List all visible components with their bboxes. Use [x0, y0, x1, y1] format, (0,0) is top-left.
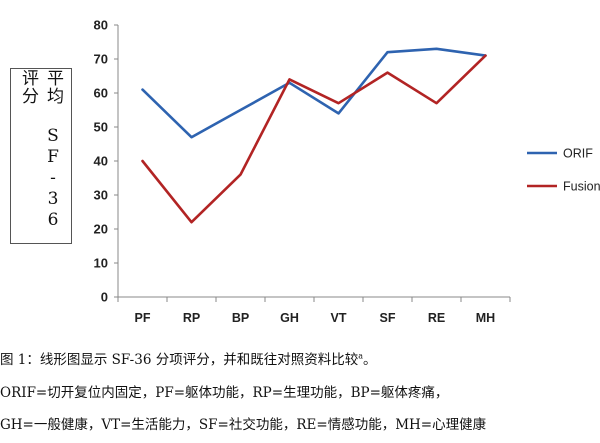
x-tick-label: VT	[331, 311, 347, 325]
x-tick-label: BP	[232, 311, 249, 325]
x-tick-label: SF	[380, 311, 396, 325]
series-line-orif	[141, 47, 487, 139]
caption-period: 。	[363, 352, 377, 368]
y-tick-label: 80	[94, 18, 108, 33]
legend-label: ORIF	[563, 147, 593, 161]
x-tick-label: GH	[280, 311, 299, 325]
caption-abbreviations-line-1: ORIF=切开复位内固定，PF=躯体功能，RP=生理功能，BP=躯体疼痛，	[0, 385, 449, 401]
series-line-fusion	[141, 54, 487, 224]
y-tick-label: 70	[94, 52, 108, 67]
figure-caption-text: 图 1：线形图显示 SF-36 分项评分，并和既往对照资料比较	[0, 352, 359, 368]
y-tick-label: 0	[101, 290, 108, 305]
y-tick-label: 40	[94, 154, 108, 169]
y-tick-label: 50	[94, 120, 108, 135]
x-tick-label: RE	[428, 311, 445, 325]
caption-superscript: a	[358, 351, 363, 361]
figure-caption: 图 1：线形图显示 SF-36 分项评分，并和既往对照资料比较a。	[0, 348, 377, 369]
y-axis-label-box: 平均 SF-36 评分	[10, 68, 72, 244]
caption-abbreviations-line-2: GH=一般健康，VT=生活能力，SF=社交功能，RE=情感功能，MH=心理健康	[0, 417, 487, 433]
y-tick-labels: 0 10 20 30 40 50 60 70 80	[94, 18, 118, 305]
x-tick-label: PF	[135, 311, 151, 325]
y-axis-label: 平均 SF-36 评分	[18, 69, 63, 231]
y-tick-label: 10	[94, 256, 108, 271]
y-tick-label: 30	[94, 188, 108, 203]
x-tick-label: MH	[476, 311, 495, 325]
y-tick-label: 20	[94, 222, 108, 237]
y-tick-label: 60	[94, 86, 108, 101]
legend-label: Fusion	[563, 180, 600, 194]
legend: ORIF Fusion	[527, 147, 600, 194]
x-tick-labels: PF RP BP GH VT SF RE MH	[117, 297, 511, 325]
series-lines	[141, 47, 487, 224]
x-tick-label: RP	[183, 311, 200, 325]
